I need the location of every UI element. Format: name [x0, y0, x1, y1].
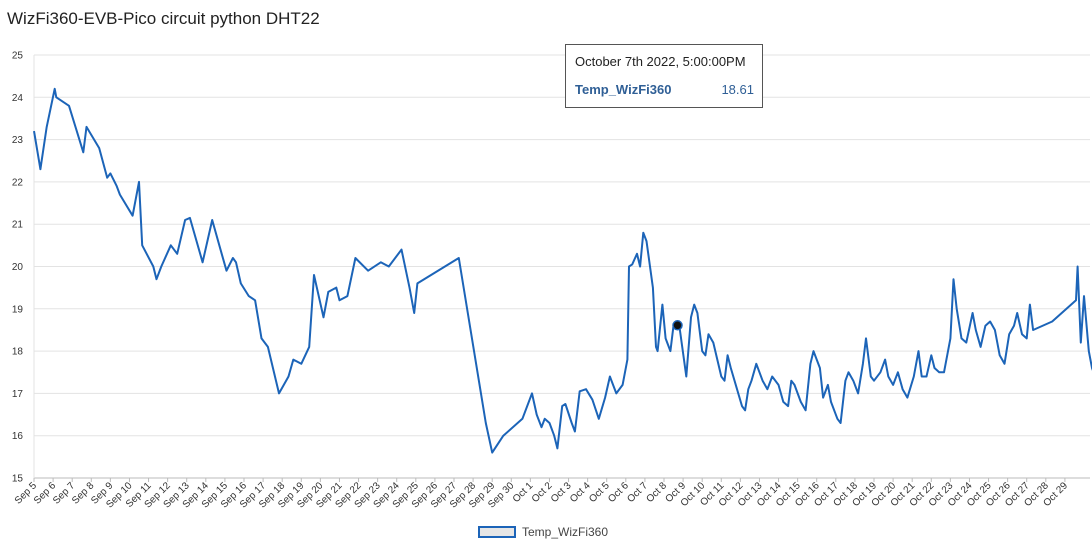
y-tick-label: 23: [12, 135, 24, 146]
x-tick-label: Oct 3: [549, 480, 574, 505]
y-tick-label: 19: [12, 304, 24, 315]
tooltip-series-name: Temp_WizFi360: [575, 82, 672, 97]
y-tick-label: 18: [12, 347, 24, 358]
x-tick-label: Oct 4: [568, 480, 593, 505]
series-layer: [33, 87, 1092, 454]
y-tick-label: 25: [12, 51, 24, 62]
grid-layer: [34, 54, 1090, 437]
x-tick-label: Oct 6: [606, 480, 631, 505]
legend-swatch[interactable]: [478, 526, 516, 538]
x-tick-label: Oct 2: [530, 480, 555, 505]
legend-label[interactable]: Temp_WizFi360: [522, 525, 609, 539]
y-tick-label: 24: [12, 93, 24, 104]
y-tick-label: 16: [12, 431, 24, 442]
tooltip-date: October 7th 2022, 5:00:00PM: [575, 54, 746, 69]
chart-title: WizFi360-EVB-Pico circuit python DHT22: [7, 9, 320, 28]
y-tick-label: 21: [12, 220, 24, 231]
hover-tooltip: October 7th 2022, 5:00:00PM Temp_WizFi36…: [565, 44, 763, 108]
y-tick-label: 20: [12, 262, 24, 273]
x-tick-label: Oct 1: [511, 480, 536, 505]
x-tick-label: Oct 5: [587, 480, 612, 505]
series-line-temp-wizfi360: [33, 87, 1092, 454]
y-tick-label: 17: [12, 389, 24, 400]
legend[interactable]: Temp_WizFi360: [478, 523, 608, 541]
y-tick-label: 15: [12, 474, 24, 485]
tooltip-value: 18.61: [721, 82, 754, 97]
y-tick-label: 22: [12, 177, 24, 188]
highlighted-point: [672, 320, 683, 331]
x-tick-label: Oct 7: [625, 480, 650, 505]
x-tick-label: Oct 8: [644, 480, 669, 505]
